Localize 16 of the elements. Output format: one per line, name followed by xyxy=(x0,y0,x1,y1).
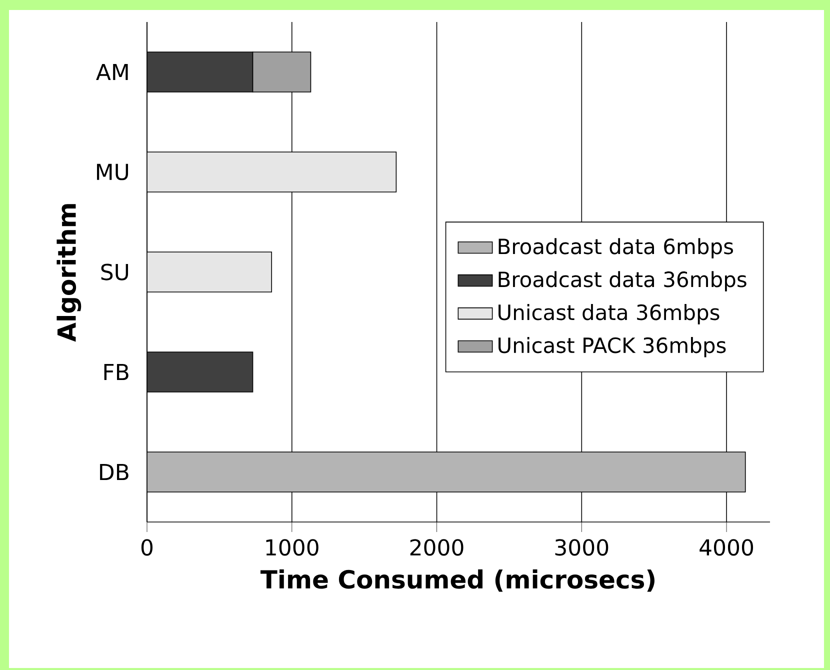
x-tick-label: 2000 xyxy=(410,539,464,556)
x-axis-title: Time Consumed (microsecs) xyxy=(260,569,654,592)
y-tick-label: AM xyxy=(96,64,128,80)
x-tick-label: 4000 xyxy=(700,539,754,556)
legend-label: Broadcast data 36mbps xyxy=(498,271,746,292)
x-tick-label: 1000 xyxy=(266,539,318,556)
y-tick-label: FB xyxy=(104,364,128,380)
y-tick-label: MU xyxy=(97,164,128,180)
legend-label: Unicast PACK 36mbps xyxy=(498,336,726,358)
legend-label: Broadcast data 6mbps xyxy=(498,238,733,258)
x-tick-label: 0 xyxy=(141,539,153,556)
y-axis-title: Algorithm xyxy=(56,204,82,342)
legend-label: Unicast data 36mbps xyxy=(498,304,720,324)
x-tick-label: 3000 xyxy=(555,539,608,556)
y-tick-label: SU xyxy=(101,264,128,280)
y-tick-label: DB xyxy=(100,464,128,480)
